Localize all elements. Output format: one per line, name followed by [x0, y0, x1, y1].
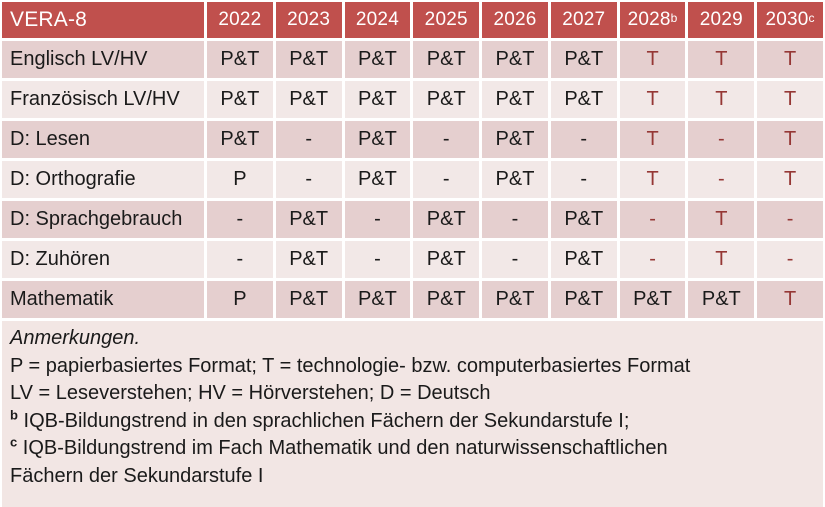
footnote-c: c IQB-Bildungstrend im Fach Mathematik u…	[10, 435, 710, 490]
table-cell: T	[757, 281, 823, 318]
row-label: D: Zuhören	[2, 241, 204, 278]
table-cell: T	[619, 81, 686, 118]
row-label: D: Orthografie	[2, 161, 204, 198]
footnote-c-text: IQB-Bildungstrend im Fach Mathematik und…	[10, 437, 668, 487]
notes-section: Anmerkungen. P = papierbasiertes Format;…	[2, 321, 823, 507]
column-header-2030: 2030 c	[757, 2, 823, 38]
table-cell: P&T	[482, 81, 548, 118]
table-cell: T	[757, 121, 823, 158]
table-cell: P	[207, 281, 273, 318]
table-cell: P&T	[207, 81, 273, 118]
table-cell: T	[757, 81, 823, 118]
table-cell: P&T	[413, 41, 480, 78]
table-cell: -	[275, 161, 342, 198]
table-cell: P&T	[207, 121, 273, 158]
table-cell: P&T	[344, 121, 411, 158]
table-cell: -	[688, 121, 755, 158]
table-cell: P&T	[344, 281, 411, 318]
vera-table: VERA-8 2022 2023 2024 2025 2026 2027 2028 b 2029 2…	[2, 2, 823, 318]
table-cell: P&T	[550, 281, 617, 318]
row-label: D: Sprachgebrauch	[2, 201, 204, 238]
table-cell: T	[688, 241, 755, 278]
table-cell: -	[413, 121, 480, 158]
row-label: Englisch LV/HV	[2, 41, 204, 78]
table-cell: P&T	[207, 41, 273, 78]
table-cell: T	[619, 161, 686, 198]
table-cell: P&T	[413, 201, 480, 238]
column-header-2028: 2028 b	[619, 2, 686, 38]
table-cell: P&T	[482, 161, 548, 198]
table-cell: P&T	[550, 81, 617, 118]
table-cell: P&T	[275, 281, 342, 318]
table-cell: T	[688, 41, 755, 78]
note-abbreviation-legend: LV = Leseverstehen; HV = Hörverstehen; D…	[10, 382, 491, 405]
table-cell: -	[757, 201, 823, 238]
table-cell: P&T	[482, 121, 548, 158]
column-header-footnote-marker: b	[670, 11, 678, 25]
footnote-c-marker: c	[10, 434, 18, 450]
column-header-2026: 2026	[482, 2, 548, 38]
table-cell: T	[757, 41, 823, 78]
table-cell: P&T	[413, 81, 480, 118]
table-cell: P&T	[344, 81, 411, 118]
note-format-legend: P = papierbasiertes Format; T = technolo…	[10, 354, 691, 377]
table-cell: -	[344, 201, 411, 238]
footnote-b: b IQB-Bildungstrend in den sprachlichen …	[10, 408, 811, 436]
table-cell: -	[550, 161, 617, 198]
table-cell: T	[619, 121, 686, 158]
table-cell: P&T	[482, 41, 548, 78]
table-cell: -	[207, 241, 273, 278]
table-cell: P&T	[275, 241, 342, 278]
table-cell: P&T	[550, 241, 617, 278]
footnote-b-marker: b	[10, 407, 18, 423]
column-header-2029: 2029	[688, 2, 755, 38]
table-cell: -	[482, 241, 548, 278]
table-cell: T	[757, 161, 823, 198]
column-header-2023: 2023	[275, 2, 342, 38]
notes-heading: Anmerkungen.	[10, 327, 141, 349]
column-header-2025: 2025	[413, 2, 480, 38]
table-cell: -	[550, 121, 617, 158]
table-cell: -	[344, 241, 411, 278]
table-cell: P&T	[550, 41, 617, 78]
row-label: Französisch LV/HV	[2, 81, 204, 118]
table-cell: P&T	[550, 201, 617, 238]
table-title: VERA-8	[2, 2, 204, 38]
column-header-2024: 2024	[344, 2, 411, 38]
table-cell: -	[275, 121, 342, 158]
table-cell: P&T	[482, 281, 548, 318]
table-cell: P&T	[413, 241, 480, 278]
column-header-2022: 2022	[207, 2, 273, 38]
table-cell: -	[482, 201, 548, 238]
table-cell: -	[619, 201, 686, 238]
table-cell: P	[207, 161, 273, 198]
row-label: Mathematik	[2, 281, 204, 318]
table-cell: -	[207, 201, 273, 238]
row-label: D: Lesen	[2, 121, 204, 158]
table-cell: T	[688, 201, 755, 238]
table-cell: P&T	[688, 281, 755, 318]
column-header-2027: 2027	[550, 2, 617, 38]
table-cell: -	[413, 161, 480, 198]
table-cell: -	[757, 241, 823, 278]
table-cell: T	[619, 41, 686, 78]
table-cell: P&T	[413, 281, 480, 318]
table-cell: P&T	[275, 201, 342, 238]
table-cell: P&T	[275, 41, 342, 78]
table-cell: P&T	[275, 81, 342, 118]
table-cell: T	[688, 81, 755, 118]
column-header-footnote-marker: c	[808, 11, 815, 25]
table-cell: -	[688, 161, 755, 198]
table-cell: P&T	[344, 161, 411, 198]
table-cell: P&T	[619, 281, 686, 318]
table-cell: P&T	[344, 41, 411, 78]
table-cell: -	[619, 241, 686, 278]
footnote-b-text: IQB-Bildungstrend in den sprachlichen Fä…	[23, 409, 630, 432]
